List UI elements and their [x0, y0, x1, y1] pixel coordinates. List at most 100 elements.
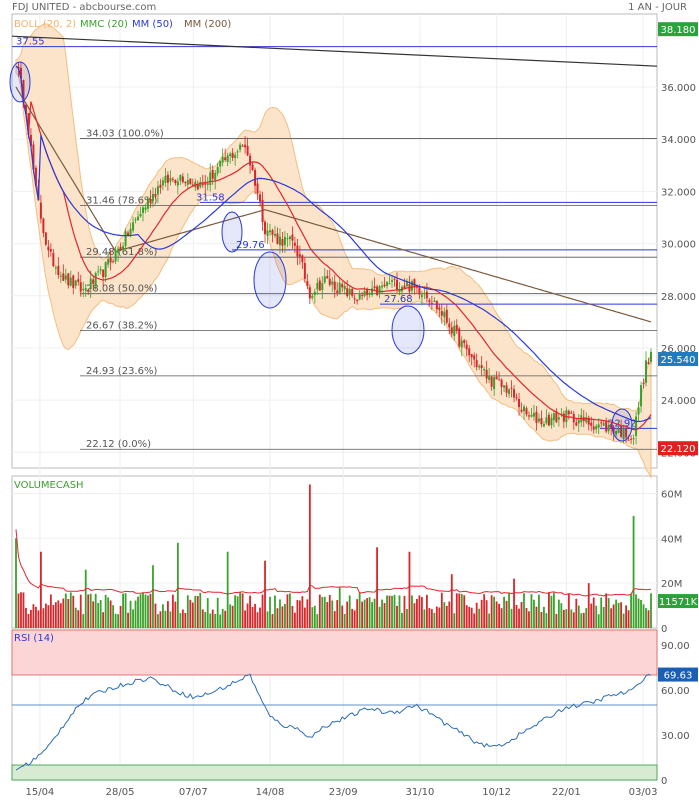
- volume-bar: [139, 594, 142, 628]
- volume-bar: [622, 613, 625, 628]
- volume-bar: [281, 606, 284, 628]
- candle-body: [388, 283, 391, 285]
- candle-body: [308, 287, 311, 299]
- candle-body: [508, 389, 511, 395]
- candle-body: [77, 279, 80, 282]
- volume-bar: [530, 594, 533, 628]
- volume-bar: [15, 538, 17, 628]
- volume-title: VOLUMECASH: [14, 480, 84, 491]
- candle-body: [206, 183, 209, 185]
- volume-bar: [371, 602, 373, 628]
- volume-bar: [64, 593, 67, 628]
- candle-body: [425, 291, 428, 299]
- candle-body: [219, 160, 222, 167]
- volume-bar: [498, 603, 500, 628]
- volume-bar: [361, 601, 364, 628]
- candle-body: [353, 298, 356, 300]
- candle-body: [398, 288, 401, 293]
- rsi-last-box: [658, 667, 698, 682]
- volume-bar: [211, 609, 214, 628]
- candle-body: [470, 354, 473, 358]
- candle-body: [149, 199, 152, 203]
- candle-body: [542, 423, 545, 427]
- candle-body: [527, 415, 530, 417]
- candle-body: [97, 271, 100, 273]
- candle-body: [331, 281, 334, 285]
- candle-body: [52, 252, 55, 267]
- volume-bar: [640, 599, 642, 628]
- volume-bar: [520, 602, 523, 628]
- candle-body: [498, 379, 501, 381]
- volume-bar: [137, 596, 139, 628]
- volume-bar: [244, 610, 246, 628]
- volume-bar: [229, 604, 232, 628]
- candle-body: [617, 428, 620, 433]
- candle-body: [241, 145, 244, 147]
- candle-body: [64, 275, 67, 280]
- candle-body: [490, 376, 493, 387]
- legend-entry: MMC (20): [80, 19, 128, 30]
- candle-body: [637, 407, 640, 415]
- volume-bar: [52, 604, 55, 628]
- volume-bar: [59, 603, 62, 628]
- candle-body: [615, 431, 618, 435]
- volume-bar: [478, 608, 481, 628]
- x-tick-label: 03/03: [629, 787, 658, 798]
- volume-bar: [645, 608, 647, 628]
- volume-bar: [22, 592, 25, 628]
- candle-body: [286, 238, 289, 240]
- volume-bar: [147, 595, 149, 628]
- volume-bar: [74, 607, 77, 628]
- volume-bar: [515, 604, 518, 628]
- volume-bar: [291, 606, 294, 628]
- candle-body: [119, 246, 122, 250]
- volume-bar: [276, 608, 279, 628]
- candle-body: [475, 360, 478, 368]
- candle-body: [622, 427, 625, 440]
- volume-bar: [122, 593, 124, 628]
- volume-bar: [647, 610, 650, 628]
- volume-bar: [495, 601, 498, 628]
- candle-body: [239, 144, 242, 150]
- x-tick-label: 07/07: [179, 787, 208, 798]
- candle-body: [567, 410, 570, 415]
- volume-bar: [518, 608, 520, 628]
- rsi-last-label: 69.63: [664, 671, 693, 682]
- volume-bar: [54, 602, 57, 628]
- volume-bar: [348, 595, 351, 628]
- legend-entry: MM (50): [132, 19, 173, 30]
- volume-bar: [234, 595, 237, 628]
- candle-body: [186, 180, 189, 185]
- volume-bar: [356, 599, 359, 628]
- candle-body: [378, 286, 381, 294]
- candle-body: [303, 263, 306, 279]
- volume-bar: [538, 594, 540, 628]
- volume-bar: [204, 612, 207, 628]
- candle-body: [249, 155, 252, 166]
- candle-body: [600, 422, 603, 424]
- volume-bar: [114, 613, 117, 628]
- volume-bar: [326, 602, 329, 628]
- volume-bar: [590, 603, 593, 628]
- candle-body: [311, 295, 314, 298]
- candle-body: [261, 200, 264, 223]
- volume-bar: [219, 614, 222, 628]
- volume-bar: [27, 613, 30, 628]
- volume-bar: [109, 600, 112, 628]
- volume-bar: [440, 592, 443, 628]
- volume-bar: [239, 592, 242, 628]
- volume-bar: [124, 593, 127, 628]
- volume-bar: [221, 608, 224, 628]
- candle-body: [328, 278, 331, 285]
- volume-bar: [117, 614, 119, 628]
- candle-body: [256, 183, 259, 194]
- volume-bar: [393, 594, 396, 628]
- candle-body: [545, 417, 548, 424]
- volume-tick-label: 60M: [661, 489, 682, 500]
- chart-period[interactable]: 1 AN - JOUR: [628, 2, 687, 13]
- volume-bar: [388, 595, 391, 628]
- volume-bar: [336, 600, 339, 628]
- candle-body: [313, 291, 316, 296]
- rsi-tick-label: 60.00: [661, 686, 690, 697]
